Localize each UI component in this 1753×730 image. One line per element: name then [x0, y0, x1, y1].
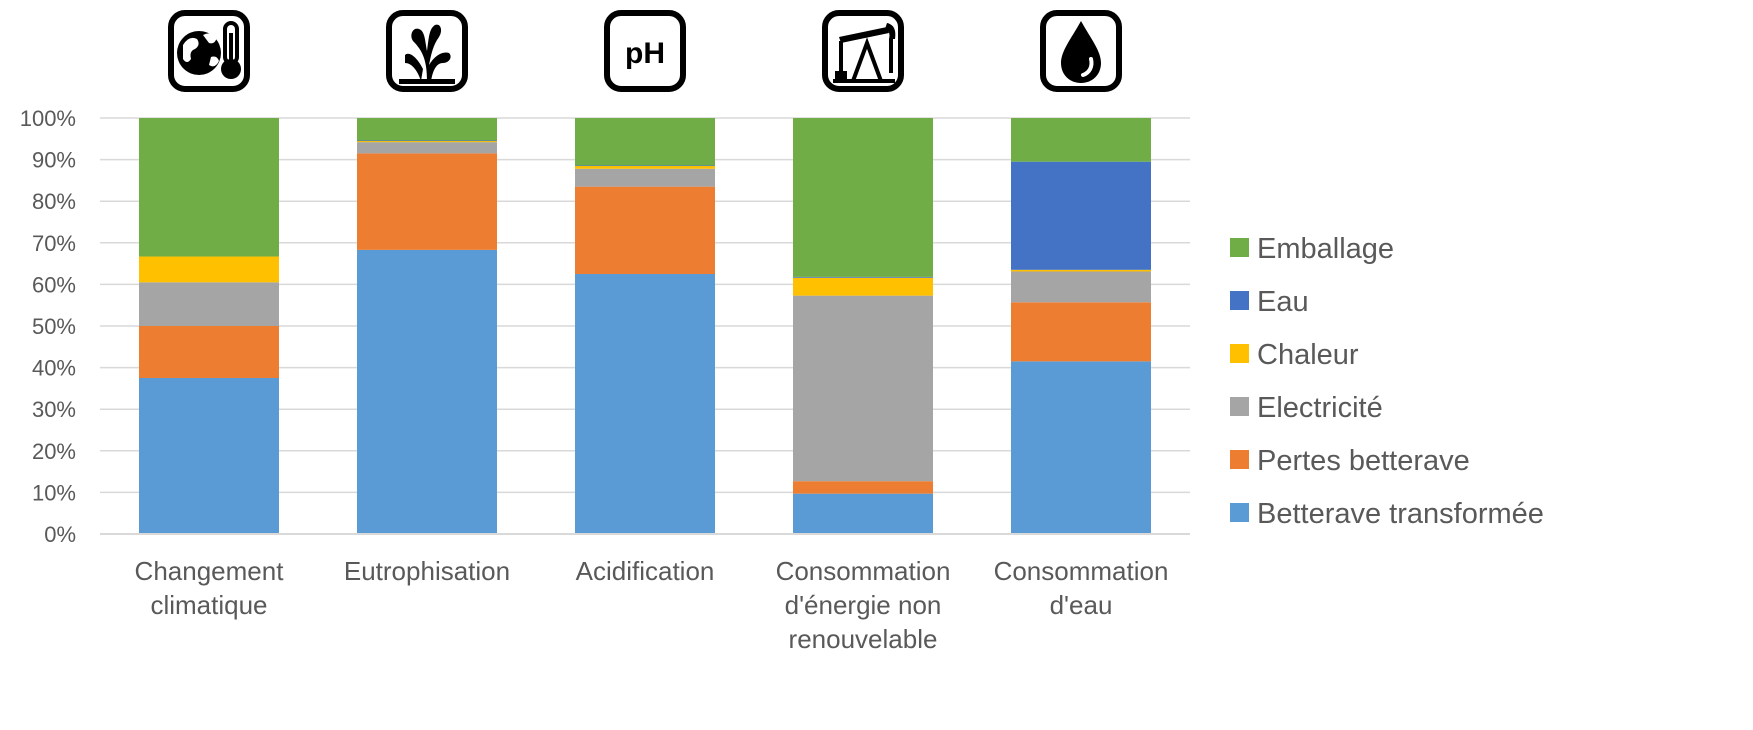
bar-segment-eau	[575, 165, 715, 167]
legend-swatch	[1230, 238, 1249, 257]
bar-segment-pertes-betterave	[357, 153, 497, 250]
ph-icon-label: pH	[625, 37, 665, 70]
bar-segment-emballage	[575, 118, 715, 166]
legend-label: Emballage	[1257, 233, 1394, 265]
bar-segment-eau	[793, 276, 933, 278]
bar-segment-chaleur	[575, 165, 715, 169]
bars	[139, 118, 1151, 534]
legend-item-emballage: Emballage	[1230, 233, 1394, 265]
water-drop-icon	[1040, 10, 1122, 92]
bar-segment-pertes-betterave	[793, 481, 933, 494]
legend: Emballage Eau Chaleur Electricité Pertes bet…	[1230, 233, 1544, 530]
x-category-label: Consommation d'eau	[994, 556, 1169, 620]
bar-segment-electricite	[139, 282, 279, 326]
bar-segment-electricite	[793, 295, 933, 482]
x-axis: Changement climatique Eutrophisation Acidif…	[100, 533, 1190, 654]
bar-segment-pertes-betterave	[139, 326, 279, 378]
legend-swatch	[1230, 291, 1249, 310]
legend-label: Pertes betterave	[1257, 445, 1470, 477]
bar-segment-electricite	[1011, 271, 1151, 303]
legend-label: Betterave transformée	[1257, 498, 1544, 530]
bar-segment-electricite	[575, 168, 715, 187]
oil-pump-icon	[822, 10, 904, 92]
legend-item-betterave-transformee: Betterave transformée	[1230, 498, 1544, 530]
bar-segment-betterave-transformee	[357, 249, 497, 534]
y-tick-label: 100%	[20, 106, 76, 131]
icon-frame	[604, 10, 686, 92]
y-tick-label: 50%	[32, 314, 76, 339]
y-tick-label: 40%	[32, 356, 76, 381]
legend-item-pertes-betterave: Pertes betterave	[1230, 445, 1470, 477]
bar-segment-chaleur	[357, 140, 497, 143]
legend-item-chaleur: Chaleur	[1230, 339, 1359, 371]
bar-segment-betterave-transformee	[139, 378, 279, 534]
y-tick-label: 60%	[32, 272, 76, 297]
y-tick-label: 30%	[32, 397, 76, 422]
legend-label: Eau	[1257, 286, 1309, 318]
algae-icon	[386, 10, 468, 92]
bar-segment-chaleur	[139, 256, 279, 283]
bar-segment-betterave-transformee	[575, 274, 715, 534]
bar-segment-pertes-betterave	[1011, 302, 1151, 362]
legend-swatch	[1230, 503, 1249, 522]
legend-label: Electricité	[1257, 392, 1383, 424]
y-axis: 0% 10% 20% 30% 40% 50% 60% 70% 80% 90% 100%	[20, 106, 76, 547]
y-tick-label: 20%	[32, 439, 76, 464]
bar-segment-emballage	[139, 118, 279, 257]
bar-segment-electricite	[357, 142, 497, 154]
x-category-label: Eutrophisation	[344, 556, 510, 586]
legend-swatch	[1230, 344, 1249, 363]
bar-segment-chaleur	[1011, 269, 1151, 272]
y-tick-label: 80%	[32, 189, 76, 214]
category-icons: pH	[168, 10, 1122, 92]
bar-segment-eau	[1011, 161, 1151, 270]
bar-segment-chaleur	[793, 277, 933, 296]
x-category-label: Acidification	[576, 556, 715, 586]
bar-segment-emballage	[793, 118, 933, 277]
bar-segment-emballage	[357, 118, 497, 141]
y-tick-label: 90%	[32, 148, 76, 173]
y-tick-label: 10%	[32, 480, 76, 505]
bar-segment-betterave-transformee	[793, 493, 933, 534]
x-category-label: Changement climatique	[135, 556, 285, 620]
legend-swatch	[1230, 450, 1249, 469]
y-tick-label: 0%	[44, 522, 76, 547]
legend-swatch	[1230, 397, 1249, 416]
bar-segment-betterave-transformee	[1011, 361, 1151, 534]
globe-thermometer-icon	[168, 10, 250, 92]
bar-segment-eau	[357, 140, 497, 142]
y-tick-label: 70%	[32, 231, 76, 256]
legend-label: Chaleur	[1257, 339, 1359, 371]
bar-segment-emballage	[1011, 118, 1151, 162]
x-category-label: Consommation d'énergie non renouvelable	[776, 556, 951, 654]
legend-item-eau: Eau	[1230, 286, 1309, 318]
legend-item-electricite: Electricité	[1230, 392, 1383, 424]
bar-segment-pertes-betterave	[575, 186, 715, 274]
ph-icon: pH	[604, 10, 686, 92]
